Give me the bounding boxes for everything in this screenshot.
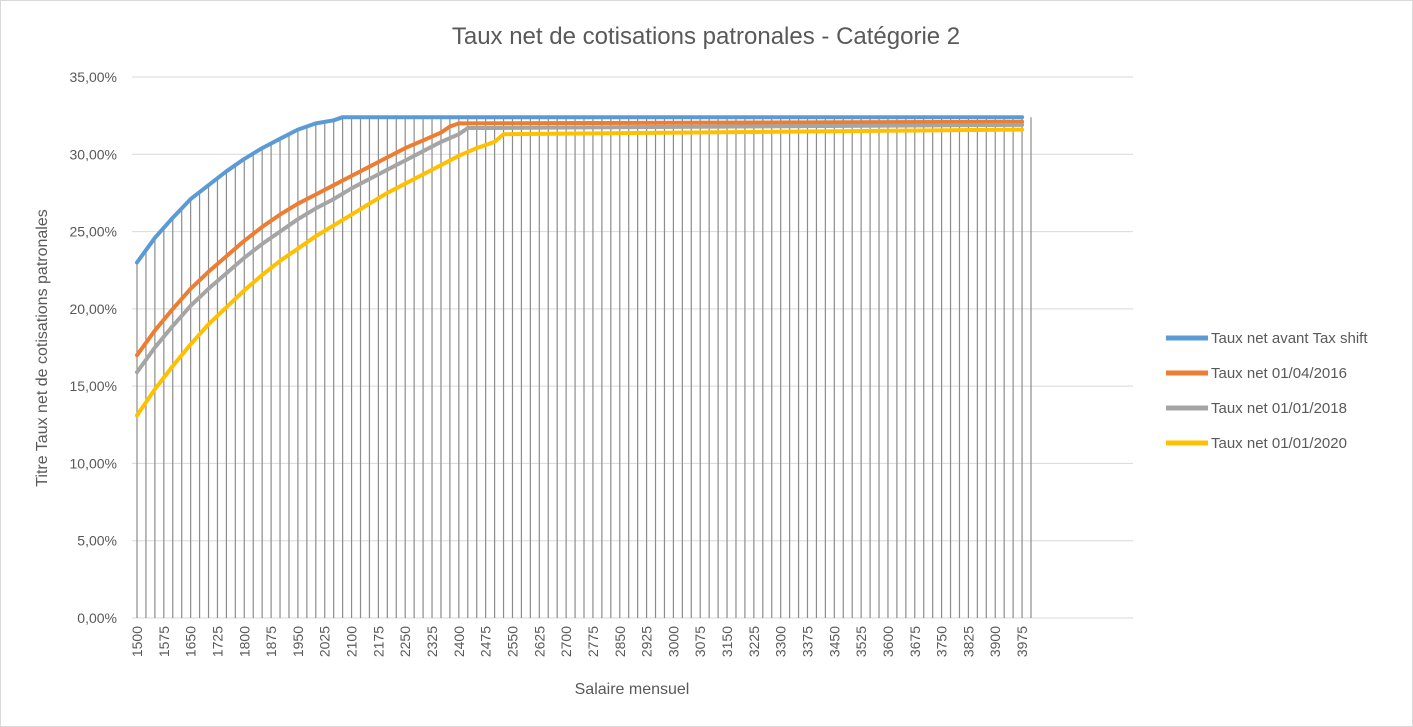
chart-title: Taux net de cotisations patronales - Cat… [452, 23, 960, 50]
y-tick-label: 5,00% [77, 533, 117, 549]
x-tick-label: 1500 [129, 626, 145, 657]
x-tick-label: 2850 [612, 626, 628, 657]
x-tick-label: 1800 [236, 626, 252, 657]
x-tick-label: 3900 [987, 626, 1003, 657]
gridlines [132, 76, 1133, 619]
x-tick-label: 3300 [773, 626, 789, 657]
legend-entry: Taux net 01/01/2020 [1166, 435, 1347, 452]
x-tick-label: 1950 [290, 626, 306, 657]
legend-label: Taux net avant Tax shift [1211, 330, 1368, 347]
series-lines [135, 115, 1025, 418]
x-tick-label: 2400 [451, 626, 467, 657]
x-tick-label: 2025 [317, 626, 333, 657]
y-tick-labels: 0,00% 5,00% 10,00% 15,00% 20,00% 25,00% 30,00%… [70, 69, 117, 626]
x-tick-label: 3075 [692, 626, 708, 657]
legend-label: Taux net 01/04/2016 [1211, 365, 1347, 382]
x-tick-label: 3675 [907, 626, 923, 657]
y-tick-label: 20,00% [70, 301, 117, 317]
x-tick-label: 1650 [183, 626, 199, 657]
x-tick-label: 2625 [531, 626, 547, 657]
x-tick-label: 3975 [1014, 626, 1030, 657]
y-axis-title: Titre Taux net de cotisations patronales [34, 209, 51, 487]
x-tick-label: 3750 [934, 626, 950, 657]
series-line [135, 115, 1025, 265]
x-tick-label: 1725 [209, 626, 225, 657]
y-tick-label: 25,00% [70, 224, 117, 240]
x-tick-label: 3150 [719, 626, 735, 657]
x-tick-label: 2325 [424, 626, 440, 657]
y-tick-label: 35,00% [70, 69, 117, 85]
x-tick-label: 3525 [853, 626, 869, 657]
y-tick-label: 0,00% [77, 610, 117, 626]
legend-entry: Taux net avant Tax shift [1166, 330, 1368, 347]
series-line [135, 127, 1025, 418]
x-tick-label: 2100 [344, 626, 360, 657]
x-tick-label: 2250 [397, 626, 413, 657]
x-tick-label: 1875 [263, 626, 279, 657]
y-tick-label: 10,00% [70, 455, 117, 471]
legend-entry: Taux net 01/04/2016 [1166, 365, 1347, 382]
x-tick-label: 2925 [639, 626, 655, 657]
series-line [135, 122, 1025, 375]
x-tick-label: 3000 [665, 626, 681, 657]
x-tick-label: 2775 [585, 626, 601, 657]
x-tick-label: 3600 [880, 626, 896, 657]
legend: Taux net avant Tax shift Taux net 01/04/2… [1166, 330, 1368, 452]
x-tick-labels: 1500 1575 1650 1725 1800 1875 1950 2025 2100 2175… [129, 626, 1030, 657]
x-tick-label: 2175 [370, 626, 386, 657]
x-tick-label: 3375 [800, 626, 816, 657]
x-tick-label: 2700 [558, 626, 574, 657]
y-tick-label: 15,00% [70, 378, 117, 394]
legend-entry: Taux net 01/01/2018 [1166, 400, 1347, 417]
x-tick-label: 3225 [746, 626, 762, 657]
legend-label: Taux net 01/01/2020 [1211, 435, 1347, 452]
legend-label: Taux net 01/01/2018 [1211, 400, 1347, 417]
drop-lines [136, 117, 1032, 618]
y-tick-label: 30,00% [70, 146, 117, 162]
x-tick-label: 2475 [478, 626, 494, 657]
x-tick-label: 3450 [826, 626, 842, 657]
x-tick-label: 2550 [504, 626, 520, 657]
series-line [135, 119, 1025, 358]
x-tick-label: 1575 [156, 626, 172, 657]
x-axis-title: Salaire mensuel [575, 681, 690, 698]
x-tick-label: 3825 [960, 626, 976, 657]
